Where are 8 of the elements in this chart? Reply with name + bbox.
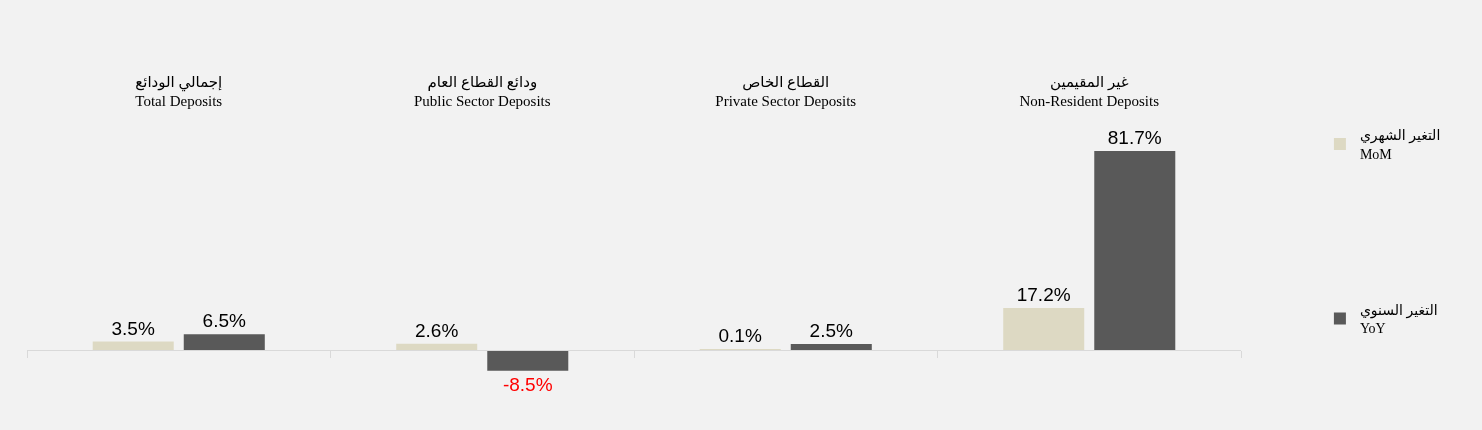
data-label: 2.5% xyxy=(809,319,853,341)
data-label: 2.6% xyxy=(415,319,459,341)
data-label: -8.5% xyxy=(502,373,553,395)
data-label: 3.5% xyxy=(111,317,155,339)
data-label: 6.5% xyxy=(202,310,246,332)
data-label: 81.7% xyxy=(1107,126,1162,148)
data-label: 0.1% xyxy=(718,325,762,346)
data-label: 17.2% xyxy=(1016,284,1071,306)
